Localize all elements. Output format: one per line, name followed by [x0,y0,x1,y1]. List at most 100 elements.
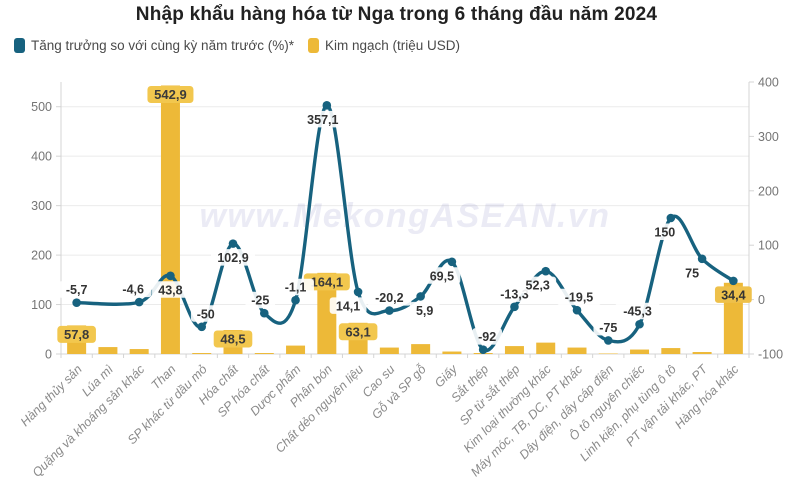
bar-12[interactable] [411,344,431,354]
left-axis-tick-label: 500 [31,100,52,114]
line-value-label: -1,1 [285,281,307,295]
bar-value-label: 48,5 [220,332,245,347]
right-axis-tick-label: -100 [758,348,783,362]
line-point-9[interactable] [322,101,332,110]
line-point-3[interactable] [134,297,144,307]
line-label-bg [519,276,557,294]
line-value-label: 5,9 [416,304,433,318]
line-point-18[interactable] [603,336,613,345]
line-point-1[interactable] [72,298,81,308]
line-label-bg [245,291,276,309]
line-value-label: 69,5 [430,269,454,283]
line-value-label: -4,6 [122,283,144,297]
bar-label-bg [213,330,253,348]
bar-3[interactable] [129,349,149,354]
line-point-16[interactable] [541,266,551,276]
line-label-bg [190,305,221,322]
right-axis-tick-label: 400 [758,76,779,90]
line-value-label: -25 [251,294,269,308]
bar-9[interactable] [317,272,337,354]
line-point-8[interactable] [291,295,300,305]
right-axis-tick-label: 100 [758,239,779,253]
line-value-label: -20,2 [375,291,404,305]
line-value-label: 14,1 [336,299,360,313]
line-value-label: -45,3 [623,305,652,319]
bar-21[interactable] [692,352,712,354]
line-value-label: -50 [197,307,215,321]
line-label-bg [472,328,502,345]
line-label-bg [152,281,189,298]
bar-4[interactable] [160,85,180,354]
line-point-14[interactable] [478,345,488,354]
bar-11[interactable] [379,347,399,354]
line-point-11[interactable] [385,306,394,315]
legend-item-growth[interactable]: Tăng trưởng so với cùng kỳ năm trước (%)… [14,38,294,53]
line-label-bg [557,288,601,306]
line-value-label: 357,1 [307,113,338,127]
line-value-label: -5,7 [66,283,88,297]
bar-7[interactable] [254,353,274,354]
legend-item-turnover[interactable]: Kim ngạch (triệu USD) [307,38,461,53]
line-point-13[interactable] [447,257,457,267]
line-value-label: 150 [654,226,675,240]
legend-swatch-turnover-icon [307,38,319,53]
line-point-15[interactable] [510,302,519,312]
left-axis-tick-label: 200 [31,249,52,263]
bar-value-label: 57,8 [64,327,89,342]
line-point-5[interactable] [197,322,207,332]
legend-label-growth: Tăng trưởng so với cùng kỳ năm trước (%)… [31,38,294,53]
line-point-22[interactable] [729,276,738,286]
bar-label-bg [338,323,378,341]
line-point-7[interactable] [259,308,269,318]
line-point-4[interactable] [166,271,175,281]
line-label-bg [329,297,367,314]
right-axis-tick-label: 200 [758,184,779,198]
line-label-bg [300,110,345,128]
bar-value-label: 542,9 [154,87,187,102]
bar-15[interactable] [504,346,524,354]
watermark: www.MekongASEAN.vn [199,197,610,235]
line-point-19[interactable] [635,319,644,329]
line-label-bg [650,223,680,240]
left-axis-tick-label: 400 [31,150,52,164]
line-label-bg [615,302,660,320]
line-label-bg [114,280,152,298]
bar-8[interactable] [286,345,306,354]
bar-13[interactable] [442,351,462,354]
bar-17[interactable] [567,347,587,354]
bar-2[interactable] [98,347,118,354]
line-value-label: -75 [599,321,617,335]
line-label-bg [714,286,752,303]
bar-5[interactable] [192,353,212,354]
line-label-bg [58,281,96,298]
line-label-bg [367,289,412,306]
x-axis-category-label: Hàng thủy sản [18,362,85,429]
line-value-label: 75 [685,266,699,280]
line-value-label: 34,4 [721,288,745,302]
line-point-12[interactable] [416,292,425,301]
line-label-bg [680,264,704,281]
right-axis-tick-label: 0 [758,293,765,307]
line-label-bg [277,278,314,296]
line-point-17[interactable] [572,305,582,315]
line-point-21[interactable] [697,254,707,264]
chart-title: Nhập khẩu hàng hóa từ Nga trong 6 tháng … [135,4,658,25]
legend: Tăng trưởng so với cùng kỳ năm trước (%)… [14,38,460,53]
line-value-label: -92 [478,330,496,344]
bar-label-bg [57,325,96,343]
line-point-20[interactable] [666,213,676,223]
line-label-bg [593,318,624,336]
bar-19[interactable] [630,349,650,354]
bar-value-label: 164,1 [311,274,344,289]
line-point-10[interactable] [353,287,363,297]
growth-line [74,103,736,353]
line-point-6[interactable] [228,239,238,248]
bar-20[interactable] [661,348,681,354]
left-axis-tick-label: 300 [31,199,52,213]
line-value-label: 52,3 [526,279,550,293]
bar-16[interactable] [536,342,556,354]
legend-label-turnover: Kim ngạch (triệu USD) [324,38,461,53]
left-axis-tick-label: 100 [31,298,52,312]
